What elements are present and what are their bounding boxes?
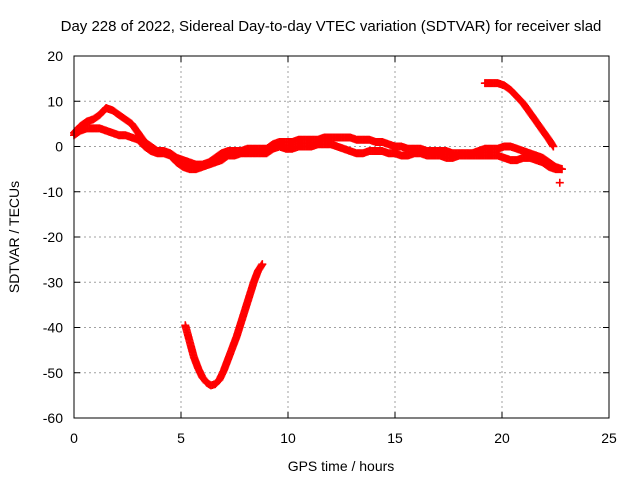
y-tick-label: 10 <box>47 93 63 109</box>
y-tick-label: -30 <box>43 274 63 290</box>
x-tick-label: 20 <box>494 430 510 446</box>
y-tick-label: 20 <box>47 48 63 64</box>
y-tick-label: 0 <box>55 139 63 155</box>
y-tick-label: -60 <box>43 410 63 426</box>
x-tick-label: 5 <box>177 430 185 446</box>
series-lower-dip-curve <box>181 260 267 390</box>
series-isolated-point <box>555 178 564 187</box>
y-tick-label: -50 <box>43 365 63 381</box>
data-point <box>258 260 267 269</box>
x-tick-label: 15 <box>387 430 403 446</box>
x-axis-label: GPS time / hours <box>288 458 395 474</box>
y-tick-label: -10 <box>43 184 63 200</box>
series-main-band-lower <box>70 124 566 174</box>
data-points <box>70 79 566 390</box>
plot-frame <box>73 55 610 419</box>
chart-title: Day 228 of 2022, Sidereal Day-to-day VTE… <box>61 18 602 35</box>
data-point <box>557 165 566 174</box>
y-tick-label: -20 <box>43 229 63 245</box>
series-upper-right-arc <box>480 79 558 151</box>
x-tick-label: 0 <box>70 430 78 446</box>
x-tick-label: 10 <box>280 430 296 446</box>
data-point <box>555 178 564 187</box>
data-point <box>549 142 558 151</box>
y-tick-label: -40 <box>43 320 63 336</box>
x-tick-label: 25 <box>601 430 617 446</box>
y-axis-label: SDTVAR / TECUs <box>6 181 22 293</box>
